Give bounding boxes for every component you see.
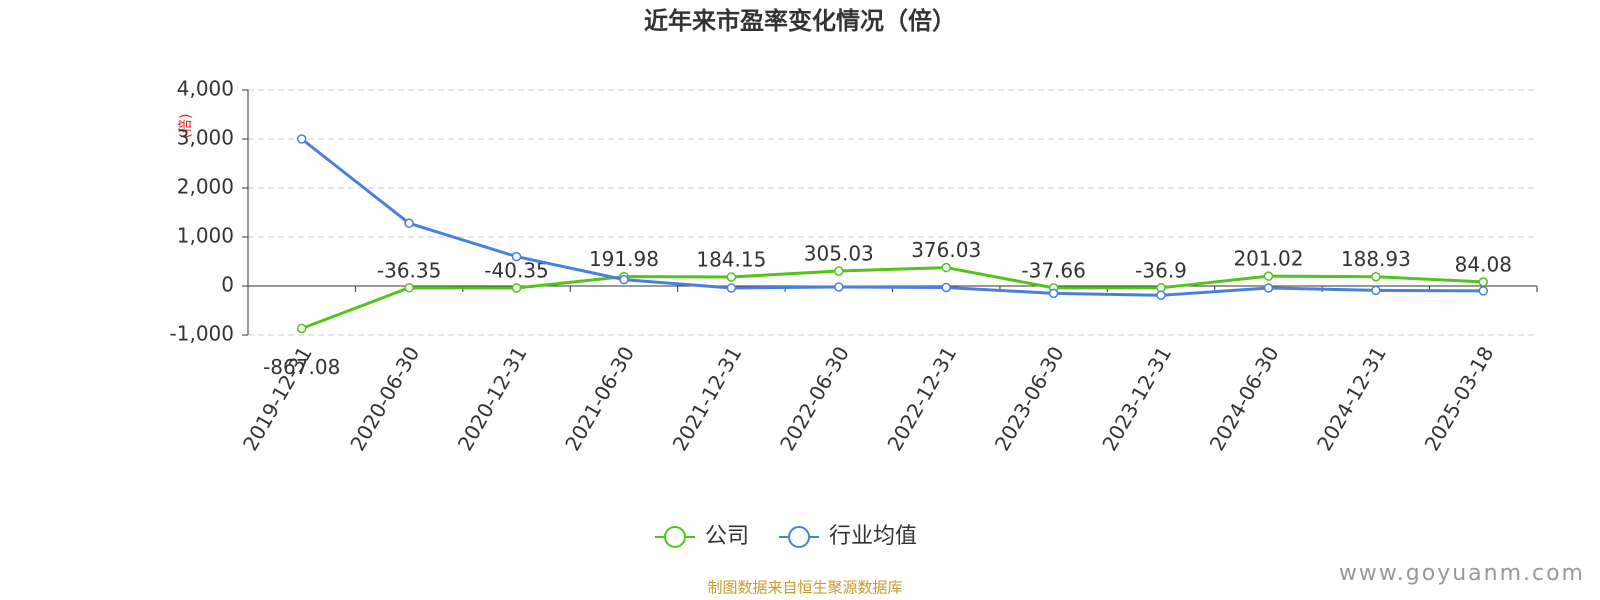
x-tick-label: 2024-06-30	[1205, 342, 1284, 455]
x-tick-label: 2024-12-31	[1312, 342, 1391, 455]
legend-label: 行业均值	[829, 524, 917, 549]
x-tick-label: 2021-06-30	[560, 342, 639, 455]
x-tick-label: 2020-06-30	[345, 342, 424, 455]
point	[834, 266, 844, 276]
data-label: -36.35	[377, 258, 441, 282]
point	[296, 134, 307, 144]
y-tick-label: 2,000	[177, 175, 234, 199]
x-tick-label: 2022-06-30	[775, 342, 854, 455]
y-tick-label: 3,000	[177, 126, 234, 150]
point	[404, 283, 414, 293]
y-tick-label: 1,000	[177, 224, 234, 248]
data-label: 376.03	[911, 238, 981, 262]
point	[1263, 283, 1274, 293]
data-label: -37.66	[1021, 258, 1085, 282]
legend-label: 公司	[705, 524, 749, 549]
point	[1048, 288, 1059, 299]
point	[1478, 286, 1489, 296]
point	[941, 282, 951, 293]
point	[1263, 271, 1274, 281]
y-unit: (倍)	[178, 114, 194, 139]
x-tick-label: 2021-12-31	[668, 342, 747, 455]
point	[941, 262, 951, 273]
legend-marker	[788, 526, 811, 548]
watermark: www.goyuanm.com	[1339, 561, 1585, 586]
x-tick-label: 2025-03-18	[1419, 342, 1498, 455]
line	[300, 137, 1484, 297]
x-tick-label: 2023-06-30	[990, 342, 1069, 455]
x-tick-label: 2022-12-31	[882, 342, 961, 455]
point	[1478, 277, 1489, 287]
legend-marker	[664, 526, 686, 548]
data-label: 305.03	[804, 242, 874, 266]
point	[296, 323, 307, 334]
x-tick-label: 2023-12-31	[1097, 342, 1176, 455]
data-label: -867.08	[263, 355, 340, 379]
line	[301, 266, 1484, 330]
data-label: 184.15	[696, 247, 766, 271]
y-tick-label: 0	[221, 273, 234, 297]
point	[726, 272, 737, 282]
point	[404, 218, 414, 229]
point	[726, 283, 737, 293]
x-tick-label: 2020-12-31	[453, 342, 532, 455]
y-tick-label: -1,000	[170, 322, 234, 346]
y-tick-label: 4,000	[177, 77, 234, 101]
data-label: 188.93	[1341, 247, 1411, 271]
data-label: 201.02	[1233, 247, 1303, 271]
data-label: -36.9	[1135, 258, 1187, 282]
source: 制图数据来自恒生聚源数据库	[707, 579, 902, 597]
data-label: 191.98	[589, 247, 659, 271]
chart-title: 近年来市盈率变化情况（倍）	[644, 7, 956, 35]
point	[511, 283, 522, 293]
point	[1371, 271, 1381, 282]
point	[834, 282, 844, 292]
point	[619, 274, 629, 285]
point	[1156, 290, 1166, 301]
point	[511, 251, 522, 262]
data-label: 84.08	[1455, 252, 1512, 276]
point	[1371, 285, 1381, 296]
